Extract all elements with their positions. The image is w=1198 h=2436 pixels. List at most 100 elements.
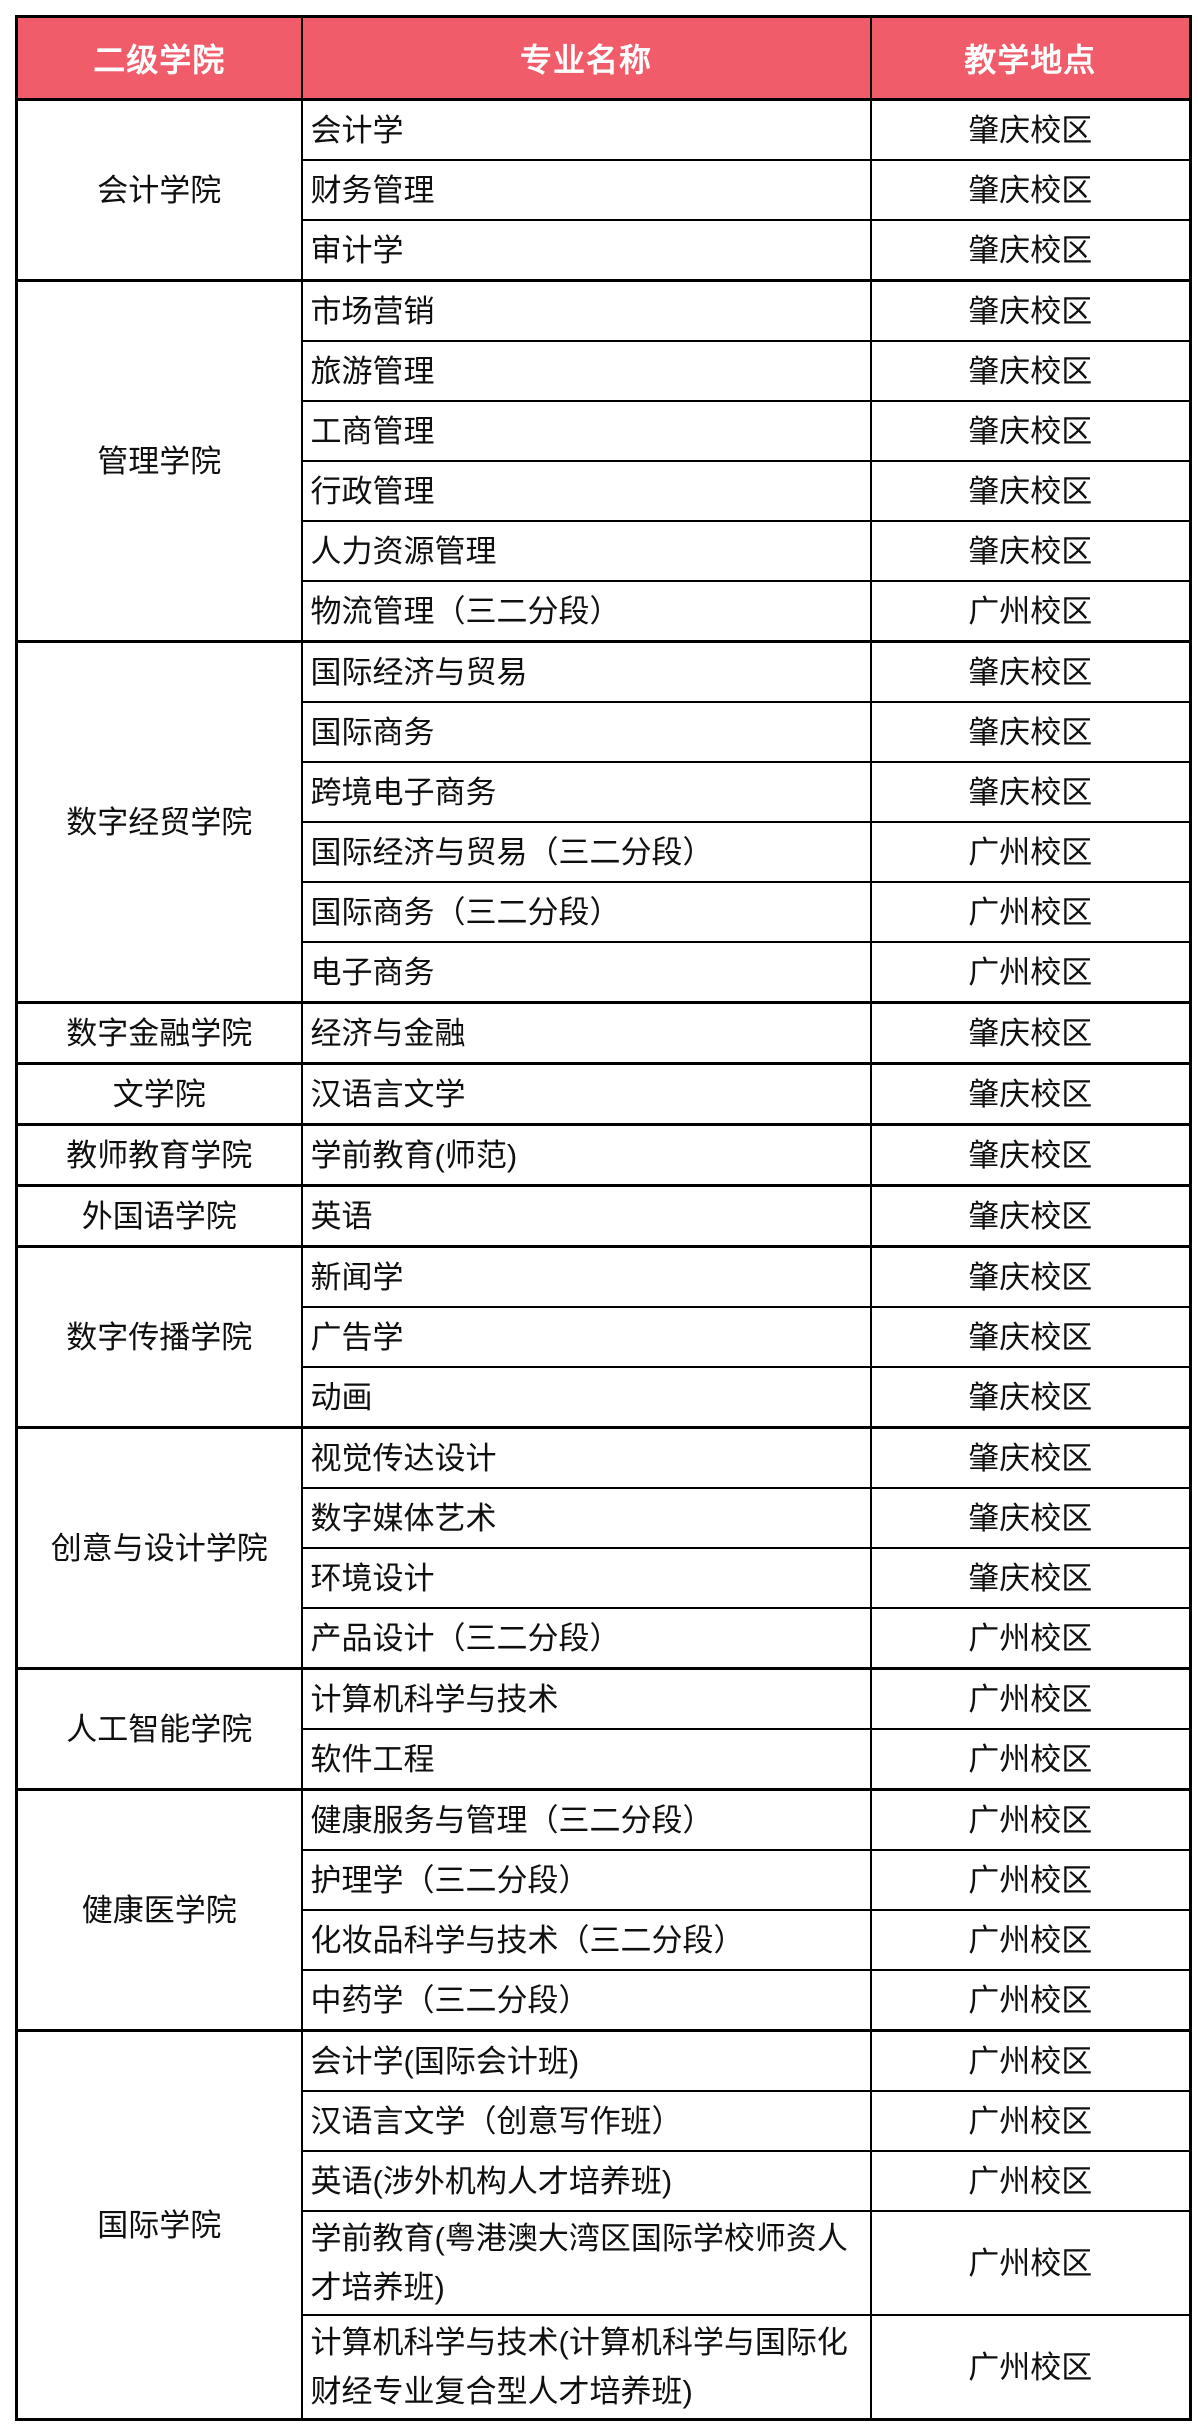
table-row: 国际商务 肇庆校区	[17, 701, 1192, 763]
table-row: 数字媒体艺术 肇庆校区	[17, 1487, 1192, 1549]
campus-cell: 肇庆校区	[869, 761, 1192, 823]
major-cell: 环境设计	[300, 1547, 872, 1609]
table-row: 物流管理（三二分段） 广州校区	[17, 580, 1192, 643]
table-row: 人力资源管理 肇庆校区	[17, 520, 1192, 582]
campus-cell: 肇庆校区	[869, 1366, 1192, 1429]
campus-cell: 广州校区	[869, 821, 1192, 883]
campus-cell: 广州校区	[869, 2090, 1192, 2152]
table-row: 行政管理 肇庆校区	[17, 460, 1192, 522]
college-cell: 国际学院	[15, 2029, 303, 2421]
table-header-row: 二级学院 专业名称 教学地点	[15, 15, 1192, 101]
college-cell: 创意与设计学院	[15, 1426, 303, 1670]
major-cell: 新闻学	[300, 1245, 872, 1308]
campus-cell: 肇庆校区	[869, 520, 1192, 582]
campus-cell: 广州校区	[869, 1788, 1192, 1851]
campus-cell: 肇庆校区	[869, 400, 1192, 462]
table-row: 电子商务 广州校区	[17, 941, 1192, 1004]
campus-cell: 广州校区	[869, 1667, 1192, 1730]
table-row: 中药学（三二分段） 广州校区	[17, 1969, 1192, 2032]
major-cell: 学前教育(粤港澳大湾区国际学校师资人才培养班)	[300, 2210, 872, 2316]
table-row: 国际商务（三二分段） 广州校区	[17, 881, 1192, 943]
table-row: 环境设计 肇庆校区	[17, 1547, 1192, 1609]
table-row: 外国语学院 英语 肇庆校区	[15, 1184, 1192, 1248]
campus-cell: 广州校区	[869, 1607, 1192, 1670]
major-cell: 国际经济与贸易	[300, 640, 872, 703]
college-cell: 管理学院	[15, 279, 303, 643]
campus-cell: 广州校区	[869, 2314, 1192, 2421]
campus-cell: 肇庆校区	[869, 1306, 1192, 1368]
campus-cell: 广州校区	[869, 2150, 1192, 2212]
major-cell: 广告学	[300, 1306, 872, 1368]
campus-cell: 肇庆校区	[869, 1001, 1192, 1065]
campus-cell: 广州校区	[869, 1849, 1192, 1911]
major-cell: 视觉传达设计	[300, 1426, 872, 1489]
major-cell: 数字媒体艺术	[300, 1487, 872, 1549]
table-row: 旅游管理 肇庆校区	[17, 340, 1192, 402]
major-cell: 学前教育(师范)	[300, 1123, 872, 1187]
column-header-major: 专业名称	[300, 15, 872, 101]
campus-cell: 广州校区	[869, 881, 1192, 943]
campus-cell: 肇庆校区	[869, 340, 1192, 402]
table-row: 汉语言文学（创意写作班） 广州校区	[17, 2090, 1192, 2152]
major-cell: 汉语言文学	[300, 1062, 872, 1126]
major-cell: 市场营销	[300, 279, 872, 342]
major-cell: 审计学	[300, 219, 872, 282]
major-cell: 经济与金融	[300, 1001, 872, 1065]
major-cell: 计算机科学与技术	[300, 1667, 872, 1730]
major-cell: 会计学	[300, 98, 872, 161]
major-cell: 物流管理（三二分段）	[300, 580, 872, 643]
campus-cell: 肇庆校区	[869, 460, 1192, 522]
major-cell: 英语	[300, 1184, 872, 1248]
table-row: 会计学院 会计学 肇庆校区	[15, 98, 1192, 282]
college-cell: 人工智能学院	[15, 1667, 303, 1791]
table-row: 广告学 肇庆校区	[17, 1306, 1192, 1368]
table-row: 管理学院 市场营销 肇庆校区	[15, 279, 1192, 643]
campus-cell: 肇庆校区	[869, 1245, 1192, 1308]
campus-cell: 广州校区	[869, 1909, 1192, 1971]
column-header-location: 教学地点	[869, 15, 1192, 101]
campus-cell: 肇庆校区	[869, 701, 1192, 763]
table-row: 国际经济与贸易（三二分段） 广州校区	[17, 821, 1192, 883]
table-row: 数字经贸学院 国际经济与贸易 肇庆校区	[15, 640, 1192, 1004]
table-row: 教师教育学院 学前教育(师范) 肇庆校区	[15, 1123, 1192, 1187]
major-cell: 产品设计（三二分段）	[300, 1607, 872, 1670]
major-cell: 人力资源管理	[300, 520, 872, 582]
college-cell: 数字金融学院	[15, 1001, 303, 1065]
college-cell: 文学院	[15, 1062, 303, 1126]
campus-cell: 肇庆校区	[869, 1123, 1192, 1187]
table-row: 人工智能学院 计算机科学与技术 广州校区	[15, 1667, 1192, 1791]
major-cell: 国际商务	[300, 701, 872, 763]
table-row: 文学院 汉语言文学 肇庆校区	[15, 1062, 1192, 1126]
majors-table: 二级学院 专业名称 教学地点 会计学院 会计学 肇庆校区 财务管理 肇庆校区 审计学 肇庆校…	[15, 15, 1192, 2421]
table-row: 数字金融学院 经济与金融 肇庆校区	[15, 1001, 1192, 1065]
campus-cell: 广州校区	[869, 1969, 1192, 2032]
table-row: 国际学院 会计学(国际会计班) 广州校区	[15, 2029, 1192, 2421]
table-row: 审计学 肇庆校区	[17, 219, 1192, 282]
college-cell: 数字传播学院	[15, 1245, 303, 1429]
major-cell: 国际商务（三二分段）	[300, 881, 872, 943]
major-cell: 国际经济与贸易（三二分段）	[300, 821, 872, 883]
column-header-college: 二级学院	[15, 15, 303, 101]
major-cell: 健康服务与管理（三二分段）	[300, 1788, 872, 1851]
campus-cell: 肇庆校区	[869, 159, 1192, 221]
table-row: 创意与设计学院 视觉传达设计 肇庆校区	[15, 1426, 1192, 1670]
campus-cell: 肇庆校区	[869, 1062, 1192, 1126]
campus-cell: 肇庆校区	[869, 1547, 1192, 1609]
major-cell: 软件工程	[300, 1728, 872, 1791]
table-row: 化妆品科学与技术（三二分段） 广州校区	[17, 1909, 1192, 1971]
major-cell: 会计学(国际会计班)	[300, 2029, 872, 2092]
major-cell: 化妆品科学与技术（三二分段）	[300, 1909, 872, 1971]
major-cell: 动画	[300, 1366, 872, 1429]
table-row: 产品设计（三二分段） 广州校区	[17, 1607, 1192, 1670]
college-cell: 数字经贸学院	[15, 640, 303, 1004]
campus-cell: 肇庆校区	[869, 279, 1192, 342]
table-row: 跨境电子商务 肇庆校区	[17, 761, 1192, 823]
table-row: 护理学（三二分段） 广州校区	[17, 1849, 1192, 1911]
table-row: 学前教育(粤港澳大湾区国际学校师资人才培养班) 广州校区	[17, 2210, 1192, 2316]
college-cell: 健康医学院	[15, 1788, 303, 2032]
table-row: 软件工程 广州校区	[17, 1728, 1192, 1791]
table-body: 会计学院 会计学 肇庆校区 财务管理 肇庆校区 审计学 肇庆校区 管理学院 市场营销 肇庆校区 旅游…	[15, 98, 1192, 2421]
table-row: 数字传播学院 新闻学 肇庆校区	[15, 1245, 1192, 1429]
campus-cell: 肇庆校区	[869, 1487, 1192, 1549]
college-cell: 外国语学院	[15, 1184, 303, 1248]
